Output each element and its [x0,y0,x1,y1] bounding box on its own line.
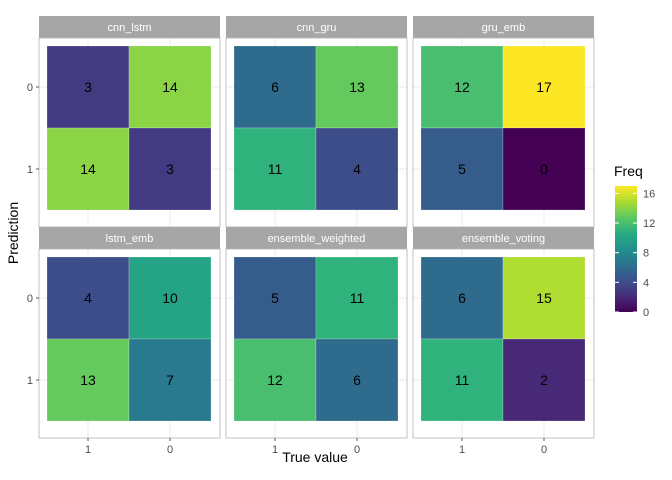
heatmap-cell [46,127,130,211]
heatmap-cell [46,45,130,129]
cell-value-label: 6 [458,290,466,306]
cell-value-label: 7 [166,372,174,388]
cell-value-label: 6 [353,372,361,388]
facet-panel: cnn_lstm 3 14 14 3 [38,16,221,228]
x-tick-label: 1 [272,444,278,456]
heatmap-cell [128,256,212,340]
facet-strip [226,227,407,249]
x-tick-label: 0 [167,444,173,456]
legend-ticks: 0 4 8 12 16 [615,188,655,319]
x-tick-label: 1 [85,444,91,456]
cell-value-label: 14 [80,161,96,177]
legend-tick-label: 12 [643,218,655,230]
heatmap-cell [502,45,586,129]
cell-value-label: 11 [350,290,365,306]
cell-value-label: 12 [267,372,283,388]
facet-panels: cnn_lstm 3 14 14 3 cnn_gru 6 13 11 4 gru_emb 12 17 5 0… [38,16,595,439]
cell-value-label: 12 [454,79,470,95]
panel-border [412,248,595,439]
color-legend: Freq 0 4 8 12 16 [614,163,655,319]
heatmap-cell [315,127,399,211]
cell-value-label: 13 [80,372,96,388]
heatmap-cell [128,45,212,129]
heatmap-cell [502,127,586,211]
legend-tick-label: 16 [643,188,655,200]
cell-value-label: 4 [84,290,92,306]
facet-panel: ensemble_weighted 5 11 12 6 [225,227,408,439]
heatmap-cell [128,127,212,211]
heatmap-cell [128,338,212,422]
legend-color-bar [615,186,637,312]
y-tick-label: 0 [27,82,33,94]
cell-value-label: 2 [540,372,548,388]
heatmap-cell [315,338,399,422]
facet-panel: gru_emb 12 17 5 0 [412,16,595,228]
legend-tick-label: 8 [643,248,649,260]
legend-title: Freq [614,163,643,179]
facet-strip-label: cnn_lstm [107,22,151,34]
facet-strip-label: lstm_emb [106,233,154,245]
facet-panel: lstm_emb 4 10 13 7 [38,227,221,439]
y-tick-label: 1 [27,164,33,176]
heatmap-cell [315,256,399,340]
facet-strip [413,227,594,249]
heatmap-cell [420,256,504,340]
heatmap-cell [233,256,317,340]
facet-strip-label: ensemble_voting [462,233,545,245]
facet-strip [39,16,220,38]
heatmap-cell [46,256,130,340]
heatmap-cell [46,338,130,422]
facet-strip-label: ensemble_weighted [268,233,366,245]
cell-value-label: 17 [536,79,552,95]
facet-strip [413,16,594,38]
panel-border [225,248,408,439]
cell-value-label: 13 [349,79,365,95]
heatmap-cell [420,338,504,422]
cell-value-label: 15 [536,290,552,306]
legend-tick-label: 0 [643,307,649,319]
x-axis-title: True value [282,449,348,465]
y-tick-label: 1 [27,375,33,387]
facet-panel: cnn_gru 6 13 11 4 [225,16,408,228]
cell-value-label: 14 [162,79,178,95]
heatmap-cell [420,45,504,129]
facet-strip-label: cnn_gru [297,22,337,34]
x-tick-label: 1 [459,444,465,456]
facet-strip [39,227,220,249]
heatmap-cell [315,45,399,129]
x-tick-label: 0 [541,444,547,456]
facet-strip [226,16,407,38]
x-axis-ticks: 1 0 1 0 1 0 [85,438,547,456]
facet-strip-label: gru_emb [482,22,525,34]
cell-value-label: 5 [271,290,279,306]
heatmap-cell [420,127,504,211]
cell-value-label: 6 [271,79,279,95]
heatmap-cell [502,338,586,422]
legend-tick-label: 4 [643,277,649,289]
cell-value-label: 11 [455,372,470,388]
cell-value-label: 11 [268,161,283,177]
cell-value-label: 5 [458,161,466,177]
x-tick-label: 0 [354,444,360,456]
y-axis-ticks: 0 1 0 1 [27,82,39,387]
heatmap-cell [233,45,317,129]
cell-value-label: 3 [166,161,174,177]
cell-value-label: 0 [540,161,548,177]
cell-value-label: 10 [162,290,178,306]
heatmap-cell [233,338,317,422]
cell-value-label: 3 [84,79,92,95]
panel-border [38,248,221,439]
facet-panel: ensemble_voting 6 15 11 2 [412,227,595,439]
heatmap-cell [502,256,586,340]
cell-value-label: 4 [353,161,361,177]
heatmap-cell [233,127,317,211]
y-axis-title: Prediction [5,202,21,264]
y-tick-label: 0 [27,293,33,305]
